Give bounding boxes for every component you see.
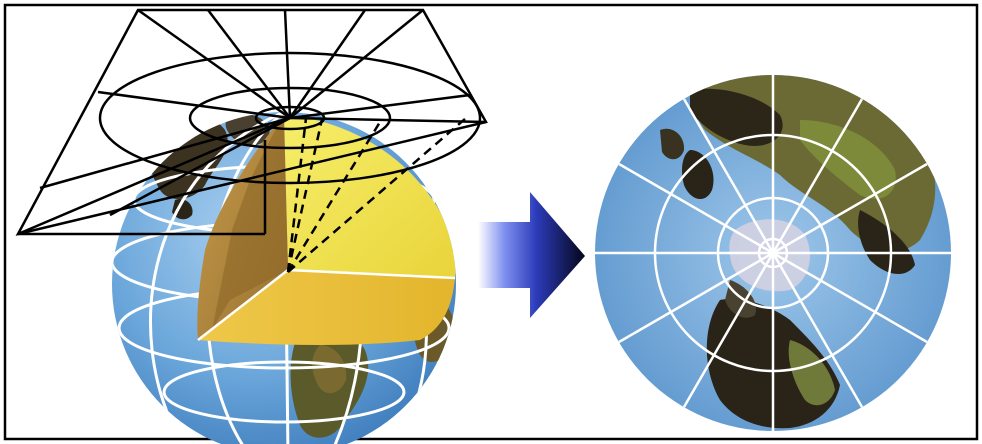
map-meridians [595,75,951,431]
map-land-siberia-green [800,120,896,199]
globe-land-small [172,199,193,220]
projection-ray [287,117,467,273]
map-land-east-dark [858,210,915,275]
cutaway-edge [197,269,289,341]
map-land-scandinavia [660,128,685,160]
projection-plane [15,8,488,236]
cutaway-inner-shadow [212,115,288,330]
cutaway-edge [287,268,456,280]
plane-circle-outer [98,51,482,185]
map-land-north-america-green [788,340,835,406]
polar-projection-map [595,75,951,431]
map-land-greenland [682,150,714,200]
arrow-shape [478,192,585,318]
plane-radial-lines [17,8,487,236]
globe-latitude-line [162,360,406,424]
projection-ray [286,117,308,273]
transform-arrow [478,192,585,318]
projection-ray [286,118,324,273]
plane-circle-middle [188,86,392,150]
cutaway-front-face [198,270,455,345]
globe-land-south-america-detail [312,345,347,394]
map-land-eurasia-dark [690,88,783,146]
